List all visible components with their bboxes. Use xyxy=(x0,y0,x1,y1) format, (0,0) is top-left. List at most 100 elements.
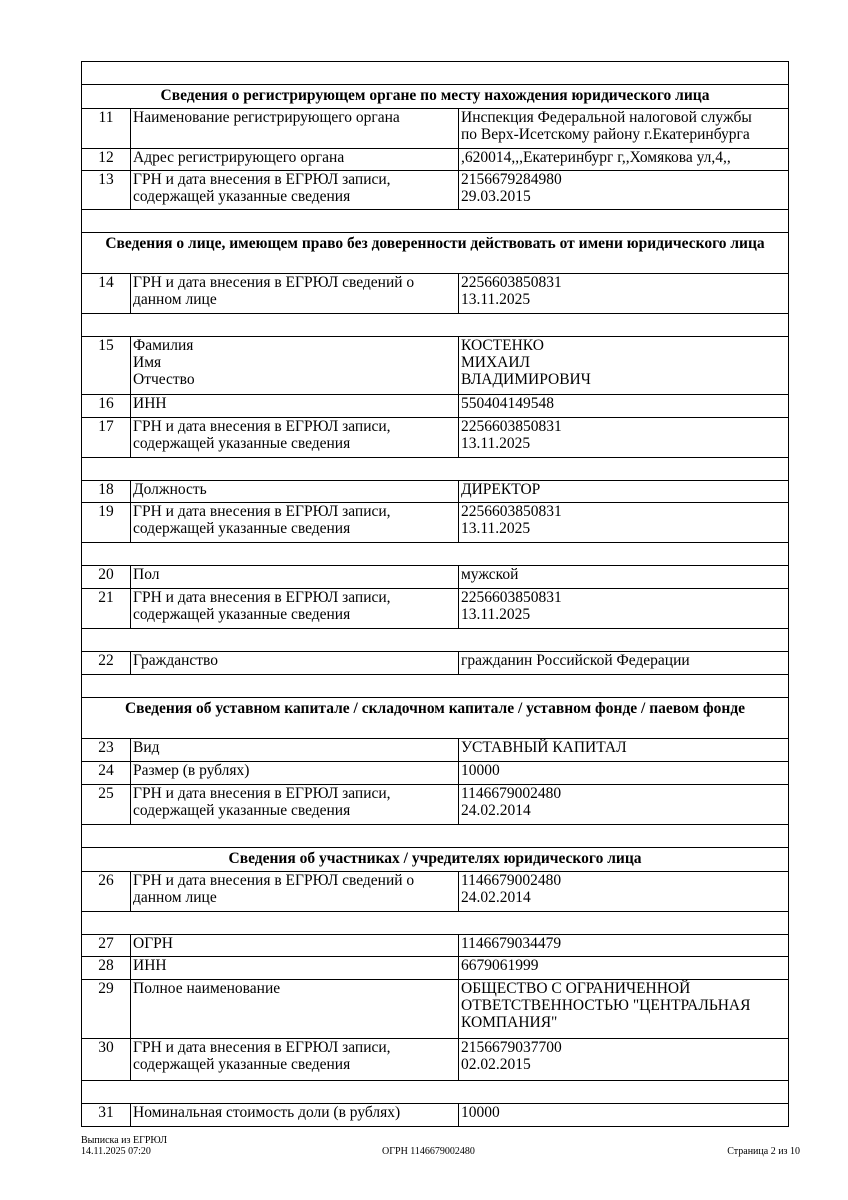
row-value: 10000 xyxy=(457,1103,790,1127)
table-row: 25 ГРН и дата внесения в ЕГРЮЛ записи, со… xyxy=(81,784,790,825)
table-row: 20 Пол мужской xyxy=(81,565,790,589)
row-number: 18 xyxy=(81,480,131,503)
table-row: 27 ОГРН 1146679034479 xyxy=(81,934,790,957)
row-value: 6679061999 xyxy=(457,956,790,980)
row-value: 2156679284980 29.03.2015 xyxy=(457,170,790,210)
table-row: 17 ГРН и дата внесения в ЕГРЮЛ записи, со… xyxy=(81,417,790,458)
table-row: 23 Вид УСТАВНЫЙ КАПИТАЛ xyxy=(81,738,790,762)
row-value: 550404149548 xyxy=(457,394,790,418)
row-label: Размер (в рублях) xyxy=(130,761,459,785)
row-number: 28 xyxy=(81,956,131,980)
table-row: 13 ГРН и дата внесения в ЕГРЮЛ записи, со… xyxy=(81,170,790,210)
row-label: ГРН и дата внесения в ЕГРЮЛ записи, соде… xyxy=(130,1038,459,1081)
row-label: ГРН и дата внесения в ЕГРЮЛ записи, соде… xyxy=(130,170,459,210)
blank-row xyxy=(80,457,790,481)
section-header: Сведения об участниках / учредителях юри… xyxy=(80,847,790,872)
row-value: мужской xyxy=(457,565,790,589)
section-header-row: Сведения об участниках / учредителях юри… xyxy=(80,847,790,872)
row-value: 1146679002480 24.02.2014 xyxy=(457,871,790,912)
blank-row xyxy=(80,824,790,848)
table-row: 14 ГРН и дата внесения в ЕГРЮЛ сведений о… xyxy=(81,273,790,314)
row-number: 16 xyxy=(81,394,131,418)
blank-row xyxy=(80,61,790,85)
blank-cell xyxy=(80,61,790,85)
row-number: 14 xyxy=(81,273,131,314)
blank-row xyxy=(80,911,790,935)
row-value: ОБЩЕСТВО С ОГРАНИЧЕННОЙ ОТВЕТСТВЕННОСТЬЮ… xyxy=(457,979,790,1039)
row-label: Адрес регистрирующего органа xyxy=(130,148,459,171)
blank-row xyxy=(80,628,790,652)
row-value: КОСТЕНКО МИХАИЛ ВЛАДИМИРОВИЧ xyxy=(457,336,790,395)
row-value: Инспекция Федеральной налоговой службы п… xyxy=(457,108,790,149)
row-number: 20 xyxy=(81,565,131,589)
row-number: 13 xyxy=(81,170,131,210)
row-value: 2156679037700 02.02.2015 xyxy=(457,1038,790,1081)
blank-row xyxy=(80,542,790,566)
table-row: 30 ГРН и дата внесения в ЕГРЮЛ записи, со… xyxy=(81,1038,790,1081)
row-value: 1146679034479 xyxy=(457,934,790,957)
egrul-table: Сведения о регистрирующем органе по мест… xyxy=(80,61,790,1127)
row-label: Наименование регистрирующего органа xyxy=(130,108,459,149)
row-label: Пол xyxy=(130,565,459,589)
row-label: ИНН xyxy=(130,956,459,980)
row-value: 2256603850831 13.11.2025 xyxy=(457,502,790,543)
row-value: 2256603850831 13.11.2025 xyxy=(457,588,790,629)
row-number: 15 xyxy=(81,336,131,395)
table-row: 31 Номинальная стоимость доли (в рублях) 1… xyxy=(81,1103,790,1127)
row-number: 22 xyxy=(81,651,131,675)
row-label: ГРН и дата внесения в ЕГРЮЛ записи, соде… xyxy=(130,588,459,629)
table-row: 28 ИНН 6679061999 xyxy=(81,956,790,980)
blank-row xyxy=(80,1080,790,1104)
blank-cell xyxy=(80,911,790,935)
blank-cell xyxy=(80,313,790,337)
row-label: ОГРН xyxy=(130,934,459,957)
footer-datetime: 14.11.2025 07:20 xyxy=(81,1146,151,1157)
row-label: Полное наименование xyxy=(130,979,459,1039)
table-row: 18 Должность ДИРЕКТОР xyxy=(81,480,790,503)
row-label: ГРН и дата внесения в ЕГРЮЛ сведений о д… xyxy=(130,871,459,912)
row-number: 12 xyxy=(81,148,131,171)
section-header: Сведения о лице, имеющем право без довер… xyxy=(80,232,790,274)
blank-row xyxy=(80,674,790,698)
table-row: 16 ИНН 550404149548 xyxy=(81,394,790,418)
row-value: ,620014,,,Екатеринбург г,,Хомякова ул,4,… xyxy=(457,148,790,171)
blank-cell xyxy=(80,457,790,481)
row-label: Должность xyxy=(130,480,459,503)
row-number: 31 xyxy=(81,1103,131,1127)
row-number: 26 xyxy=(81,871,131,912)
section-header-row: Сведения о лице, имеющем право без довер… xyxy=(80,232,790,274)
row-value: 2256603850831 13.11.2025 xyxy=(457,273,790,314)
row-label: Фамилия Имя Отчество xyxy=(130,336,459,395)
row-value: 2256603850831 13.11.2025 xyxy=(457,417,790,458)
blank-cell xyxy=(80,542,790,566)
table-row: 19 ГРН и дата внесения в ЕГРЮЛ записи, со… xyxy=(81,502,790,543)
row-number: 24 xyxy=(81,761,131,785)
blank-cell xyxy=(80,674,790,698)
footer-page-number: Страница 2 из 10 xyxy=(727,1146,800,1157)
blank-row xyxy=(80,209,790,233)
table-row: 29 Полное наименование ОБЩЕСТВО С ОГРАНИЧЕ… xyxy=(81,979,790,1039)
row-value: гражданин Российской Федерации xyxy=(457,651,790,675)
row-label: Номинальная стоимость доли (в рублях) xyxy=(130,1103,459,1127)
row-label: ГРН и дата внесения в ЕГРЮЛ записи, соде… xyxy=(130,784,459,825)
row-number: 11 xyxy=(81,108,131,149)
footer-doc-title: Выписка из ЕГРЮЛ xyxy=(81,1135,167,1146)
table-row: 26 ГРН и дата внесения в ЕГРЮЛ сведений о… xyxy=(81,871,790,912)
section-header-row: Сведения о регистрирующем органе по мест… xyxy=(80,84,790,109)
table-row: 11 Наименование регистрирующего органа Инс… xyxy=(81,108,790,149)
row-number: 17 xyxy=(81,417,131,458)
section-header: Сведения об уставном капитале / складочн… xyxy=(80,697,790,739)
row-label: ИНН xyxy=(130,394,459,418)
row-number: 23 xyxy=(81,738,131,762)
row-label: ГРН и дата внесения в ЕГРЮЛ записи, соде… xyxy=(130,417,459,458)
row-value: 10000 xyxy=(457,761,790,785)
row-number: 19 xyxy=(81,502,131,543)
row-value: УСТАВНЫЙ КАПИТАЛ xyxy=(457,738,790,762)
table-row: 15 Фамилия Имя Отчество КОСТЕНКО МИХАИЛ ВЛ… xyxy=(81,336,790,395)
blank-cell xyxy=(80,824,790,848)
footer-ogrn: ОГРН 1146679002480 xyxy=(382,1146,475,1157)
row-label: ГРН и дата внесения в ЕГРЮЛ записи, соде… xyxy=(130,502,459,543)
row-number: 25 xyxy=(81,784,131,825)
blank-cell xyxy=(80,209,790,233)
row-value: ДИРЕКТОР xyxy=(457,480,790,503)
